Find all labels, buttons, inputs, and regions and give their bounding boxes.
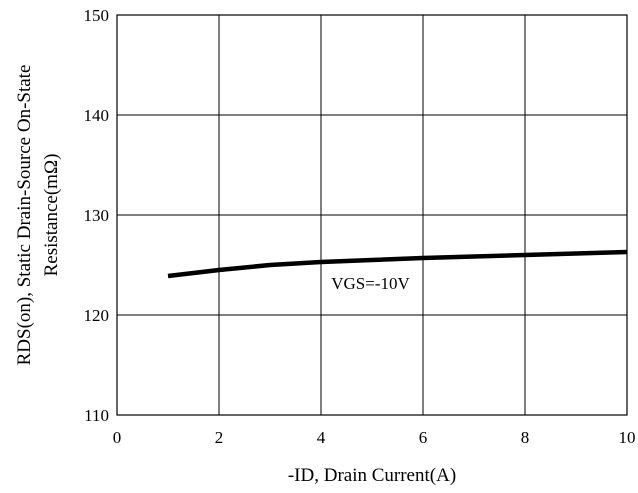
series-group	[167, 249, 628, 279]
y-tick-label: 120	[84, 306, 110, 325]
plot-frame	[116, 14, 628, 416]
vgs-annotation: VGS=-10V	[331, 274, 410, 293]
x-axis-label: -ID, Drain Current(A)	[288, 465, 456, 486]
y-tick-label: 150	[84, 6, 110, 25]
series-line	[167, 249, 628, 279]
y-axis-label-line2: Resistance(mΩ)	[41, 154, 62, 277]
y-tick-label: 140	[84, 106, 110, 125]
grid-lines	[116, 14, 628, 416]
y-tick-label: 130	[84, 206, 110, 225]
x-tick-label: 8	[521, 428, 530, 447]
x-tick-label: 4	[317, 428, 326, 447]
x-tick-labels: 0 2 4 6 8 10	[113, 428, 636, 447]
x-tick-label: 10	[619, 428, 636, 447]
y-axis-label: RDS(on), Static Drain-Source On-State Re…	[14, 65, 62, 366]
x-tick-label: 6	[419, 428, 428, 447]
y-tick-label: 110	[84, 406, 109, 425]
y-axis-label-line1: RDS(on), Static Drain-Source On-State	[14, 65, 35, 366]
x-tick-label: 2	[215, 428, 224, 447]
y-tick-labels: 110 120 130 140 150	[84, 6, 110, 425]
x-tick-label: 0	[113, 428, 122, 447]
